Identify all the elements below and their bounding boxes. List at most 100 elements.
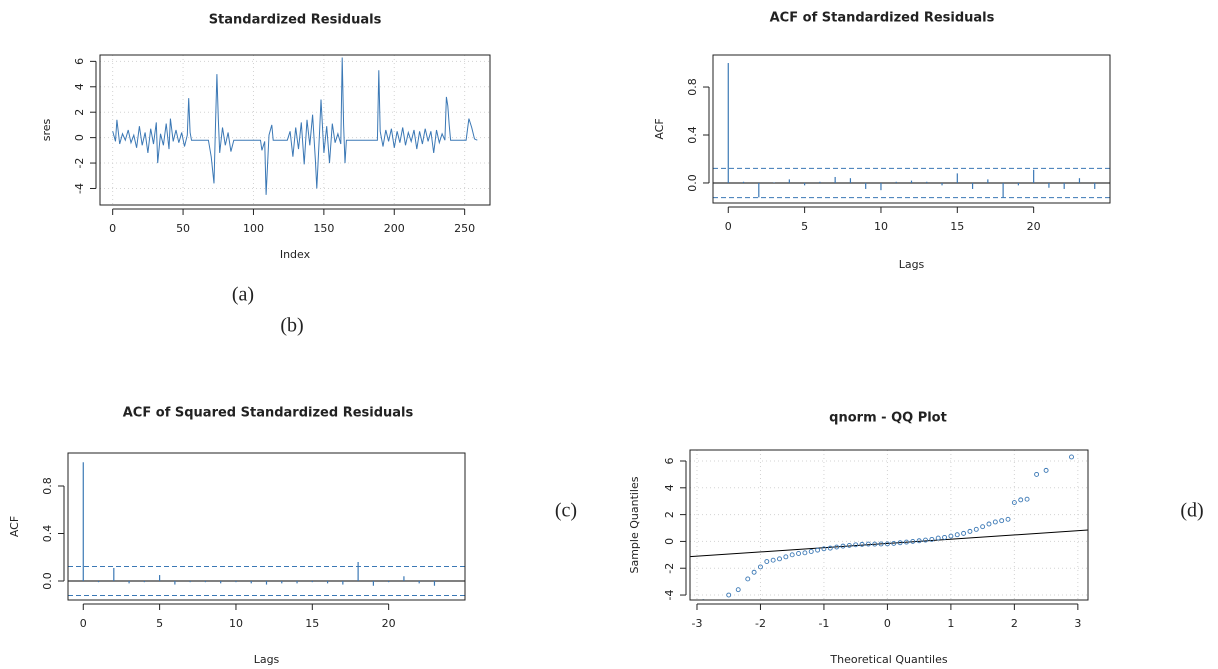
x-axis-label: Index xyxy=(280,248,311,261)
x-tick-label: 10 xyxy=(229,617,243,630)
qq-point xyxy=(726,592,732,598)
x-axis-label: Lags xyxy=(254,653,280,666)
qq-point xyxy=(961,530,967,536)
qq-point xyxy=(904,539,909,545)
chart-panel: Standardized Residuals Index sres 0 50 100 150… xyxy=(40,13,491,261)
chart-title: ACF of Squared Standardized Residuals xyxy=(123,406,414,421)
x-tick-label: 100 xyxy=(243,222,264,235)
y-axis-label: ACF xyxy=(8,516,21,537)
y-tick-label: 6 xyxy=(663,457,676,464)
plot-box xyxy=(99,54,491,206)
qq-point xyxy=(802,550,808,556)
y-tick-label: 0.0 xyxy=(41,572,54,590)
x-tick-label: 10 xyxy=(874,220,888,233)
chart-panel: ACF of Standardized Residuals Lags ACF 0 5 10… xyxy=(653,11,1111,271)
y-axis-label: ACF xyxy=(653,118,666,139)
x-axis-label: Theoretical Quantiles xyxy=(829,653,947,666)
x-tick-label: 15 xyxy=(305,617,319,630)
y-tick-label: 0.0 xyxy=(686,174,699,192)
qq-point xyxy=(764,559,770,564)
qq-point xyxy=(878,541,884,547)
qq-point xyxy=(1011,500,1017,505)
y-tick-label: 0.8 xyxy=(686,78,699,96)
panel-label: (d) xyxy=(1180,500,1203,522)
plot-box xyxy=(67,452,466,601)
y-tick-label: 2 xyxy=(73,109,86,116)
x-tick-label: 3 xyxy=(1074,617,1081,630)
qq-point xyxy=(897,540,903,546)
qq-point xyxy=(942,534,947,540)
qq-point xyxy=(1069,454,1074,460)
qq-point xyxy=(735,587,741,593)
x-tick-label: -1 xyxy=(818,617,829,630)
qq-point xyxy=(827,545,833,551)
qq-point xyxy=(1024,496,1030,502)
qq-point xyxy=(891,540,897,546)
chart-title: Standardized Residuals xyxy=(209,13,382,28)
x-tick-label: 15 xyxy=(950,220,964,233)
plot-area xyxy=(713,63,1110,199)
qq-point xyxy=(846,542,852,548)
qq-point xyxy=(910,538,916,544)
qq-point xyxy=(929,536,935,542)
qq-point xyxy=(745,576,751,582)
x-tick-label: 200 xyxy=(384,222,405,235)
panel-label: (b) xyxy=(280,315,303,337)
qq-point xyxy=(865,541,871,547)
x-tick-label: -2 xyxy=(755,617,766,630)
y-tick-label: -4 xyxy=(663,590,676,601)
qq-point xyxy=(853,542,859,548)
x-tick-label: 1 xyxy=(947,617,954,630)
x-tick-label: -3 xyxy=(691,617,702,630)
qq-point xyxy=(967,528,973,534)
qq-point xyxy=(884,541,890,547)
qq-point xyxy=(1018,497,1024,503)
x-tick-label: 0 xyxy=(725,220,732,233)
qq-point xyxy=(758,564,763,570)
qq-point xyxy=(980,524,986,530)
qq-point xyxy=(935,535,941,541)
qq-point xyxy=(815,547,821,553)
qq-point xyxy=(954,532,960,538)
chart-panel: ACF of Squared Standardized Residuals Lag… xyxy=(8,406,466,666)
y-tick-label: 4 xyxy=(663,484,676,491)
plot-box xyxy=(689,449,1089,601)
y-tick-label: 2 xyxy=(663,511,676,518)
y-tick-label: 6 xyxy=(73,58,86,65)
y-tick-label: 0.8 xyxy=(41,477,54,495)
qq-point xyxy=(872,541,878,547)
y-tick-label: 0.4 xyxy=(41,525,54,543)
y-tick-label: -4 xyxy=(73,183,86,194)
qq-point xyxy=(783,554,789,560)
qq-point xyxy=(999,518,1005,524)
qq-point xyxy=(1043,467,1049,473)
qq-point xyxy=(986,521,992,527)
qq-point xyxy=(751,569,757,575)
y-tick-label: 0.4 xyxy=(686,126,699,144)
x-tick-label: 20 xyxy=(1027,220,1041,233)
x-tick-label: 2 xyxy=(1011,617,1018,630)
qq-point xyxy=(923,537,928,543)
y-axis-label: Sample Quantiles xyxy=(628,476,641,573)
chart-title: ACF of Standardized Residuals xyxy=(770,11,995,26)
qq-point xyxy=(808,549,814,554)
panel-label: (a) xyxy=(232,284,254,306)
qq-point xyxy=(821,546,827,552)
plot-area xyxy=(68,462,465,596)
chart-panel: qnorm - QQ Plot Theoretical Quantiles Samp… xyxy=(628,411,1089,666)
panel-label: (c) xyxy=(555,500,577,522)
y-tick-label: -2 xyxy=(663,563,676,574)
chart-title: qnorm - QQ Plot xyxy=(829,411,947,426)
y-tick-label: 0 xyxy=(663,538,676,545)
plot-box xyxy=(712,54,1111,204)
qq-point xyxy=(796,551,801,556)
x-tick-label: 0 xyxy=(80,617,87,630)
qq-point xyxy=(916,538,922,544)
x-tick-label: 5 xyxy=(156,617,163,630)
x-tick-label: 0 xyxy=(884,617,891,630)
qq-point xyxy=(789,552,795,558)
